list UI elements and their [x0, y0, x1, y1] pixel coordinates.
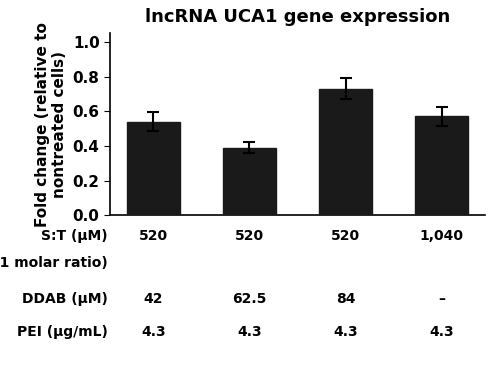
Bar [223, 148, 276, 215]
Text: 4.3: 4.3 [237, 325, 262, 339]
Text: 4.3: 4.3 [333, 325, 358, 339]
Text: 42: 42 [144, 292, 163, 306]
Text: PEI (μg/mL): PEI (μg/mL) [16, 325, 108, 339]
Bar [415, 116, 468, 215]
Text: 520: 520 [139, 229, 168, 243]
Title: lncRNA UCA1 gene expression: lncRNA UCA1 gene expression [145, 8, 450, 26]
Text: 520: 520 [235, 229, 264, 243]
Text: 62.5: 62.5 [232, 292, 266, 306]
Text: 1,040: 1,040 [420, 229, 464, 243]
Text: S:T (μM): S:T (μM) [41, 229, 108, 243]
Text: 4.3: 4.3 [429, 325, 454, 339]
Text: 520: 520 [331, 229, 360, 243]
Text: 4.3: 4.3 [141, 325, 166, 339]
Text: –: – [438, 292, 445, 306]
Bar [127, 122, 180, 215]
Bar [319, 89, 372, 215]
Text: 84: 84 [336, 292, 355, 306]
Y-axis label: Fold change (relative to
nontreated cells): Fold change (relative to nontreated cell… [34, 22, 67, 227]
Text: DDAB (μM): DDAB (μM) [22, 292, 108, 306]
Text: (1:1 molar ratio): (1:1 molar ratio) [0, 256, 108, 270]
